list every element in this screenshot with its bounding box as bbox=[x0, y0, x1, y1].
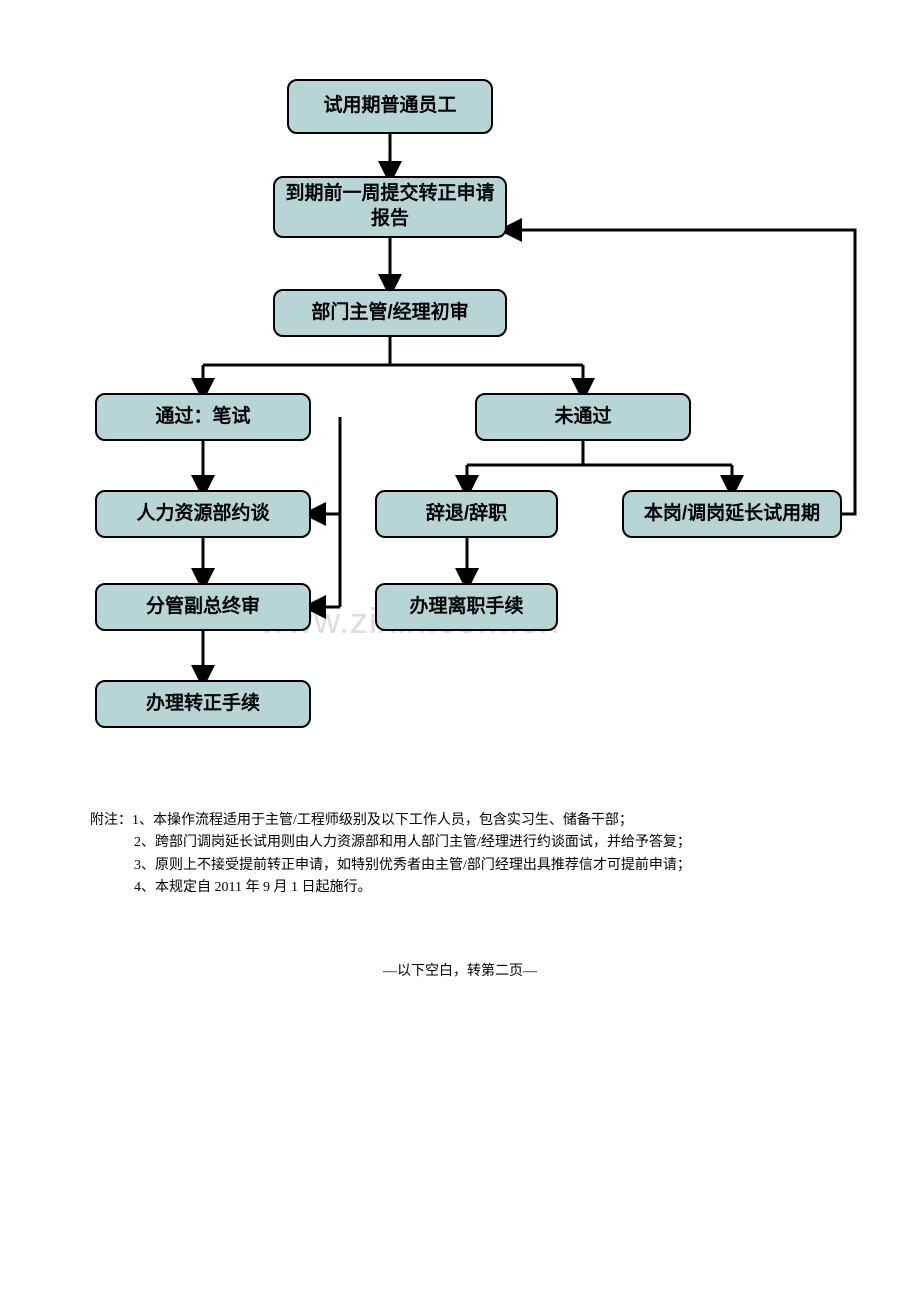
flowchart-node-n6: 人力资源部约谈 bbox=[95, 490, 311, 538]
notes-label: 附注： bbox=[90, 813, 132, 828]
flowchart-node-n10: 办理离职手续 bbox=[375, 583, 558, 631]
note-item-1: 1、本操作流程适用于主管/工程师级别及以下工作人员，包含实习生、储备干部； bbox=[132, 813, 633, 828]
note-item-2: 2、跨部门调岗延长试用则由人力资源部和用人部门主管/经理进行约谈面试，并给予答复… bbox=[134, 832, 860, 854]
flowchart-node-n8: 本岗/调岗延长试用期 bbox=[622, 490, 842, 538]
notes-section: 附注：1、本操作流程适用于主管/工程师级别及以下工作人员，包含实习生、储备干部；… bbox=[90, 810, 860, 900]
flowchart-node-n3: 部门主管/经理初审 bbox=[273, 289, 507, 337]
flowchart-node-n5: 未通过 bbox=[475, 393, 691, 441]
page-footer: —以下空白，转第二页— bbox=[0, 960, 920, 980]
flowchart-container: www.zixin.com.cn 试用期普通员工到期前一周提交转正申请报告部门主… bbox=[0, 0, 920, 780]
flowchart-node-n11: 办理转正手续 bbox=[95, 680, 311, 728]
note-item-4: 4、本规定自 2011 年 9 月 1 日起施行。 bbox=[134, 877, 860, 899]
note-item-3: 3、原则上不接受提前转正申请，如特别优秀者由主管/部门经理出具推荐信才可提前申请… bbox=[134, 855, 860, 877]
flowchart-node-n9: 分管副总终审 bbox=[95, 583, 311, 631]
flowchart-node-n4: 通过：笔试 bbox=[95, 393, 311, 441]
flowchart-node-n1: 试用期普通员工 bbox=[287, 79, 493, 134]
flowchart-node-n7: 辞退/辞职 bbox=[375, 490, 558, 538]
flowchart-node-n2: 到期前一周提交转正申请报告 bbox=[273, 176, 507, 238]
